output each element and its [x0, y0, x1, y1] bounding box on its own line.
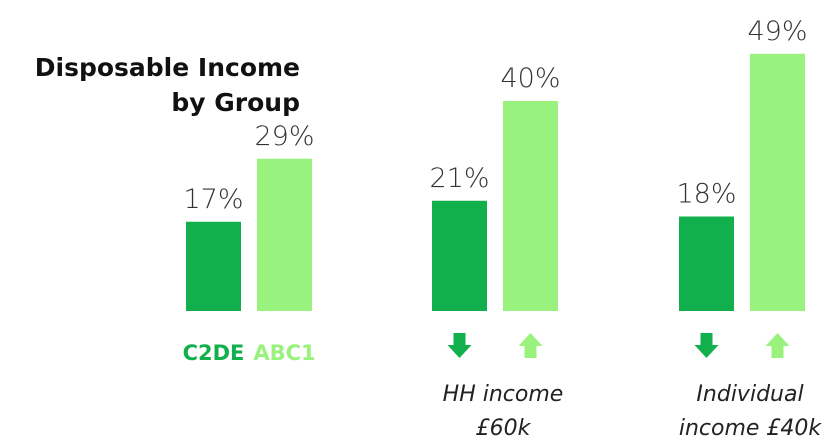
bar — [750, 53, 805, 311]
category-label: Individual income £40k — [678, 382, 822, 441]
value-label: 40% — [500, 63, 560, 94]
legend-label: C2DE — [183, 341, 245, 365]
bar — [186, 221, 241, 311]
value-label: 29% — [254, 121, 314, 152]
down-arrow — [694, 333, 719, 358]
value-label: 17% — [183, 184, 243, 215]
up-arrow — [518, 333, 543, 358]
up-arrow — [765, 333, 790, 358]
bar — [679, 216, 734, 311]
bar — [432, 200, 487, 311]
chart-title: Disposable Income by Group — [34, 53, 300, 117]
down-arrow — [447, 333, 472, 358]
category-label: HH income £60k — [442, 382, 564, 441]
legend-label: ABC1 — [253, 341, 315, 365]
value-label: 18% — [676, 179, 736, 210]
bar — [503, 101, 558, 311]
value-label: 49% — [747, 16, 807, 47]
value-label: 21% — [429, 163, 489, 194]
bar — [257, 158, 312, 311]
